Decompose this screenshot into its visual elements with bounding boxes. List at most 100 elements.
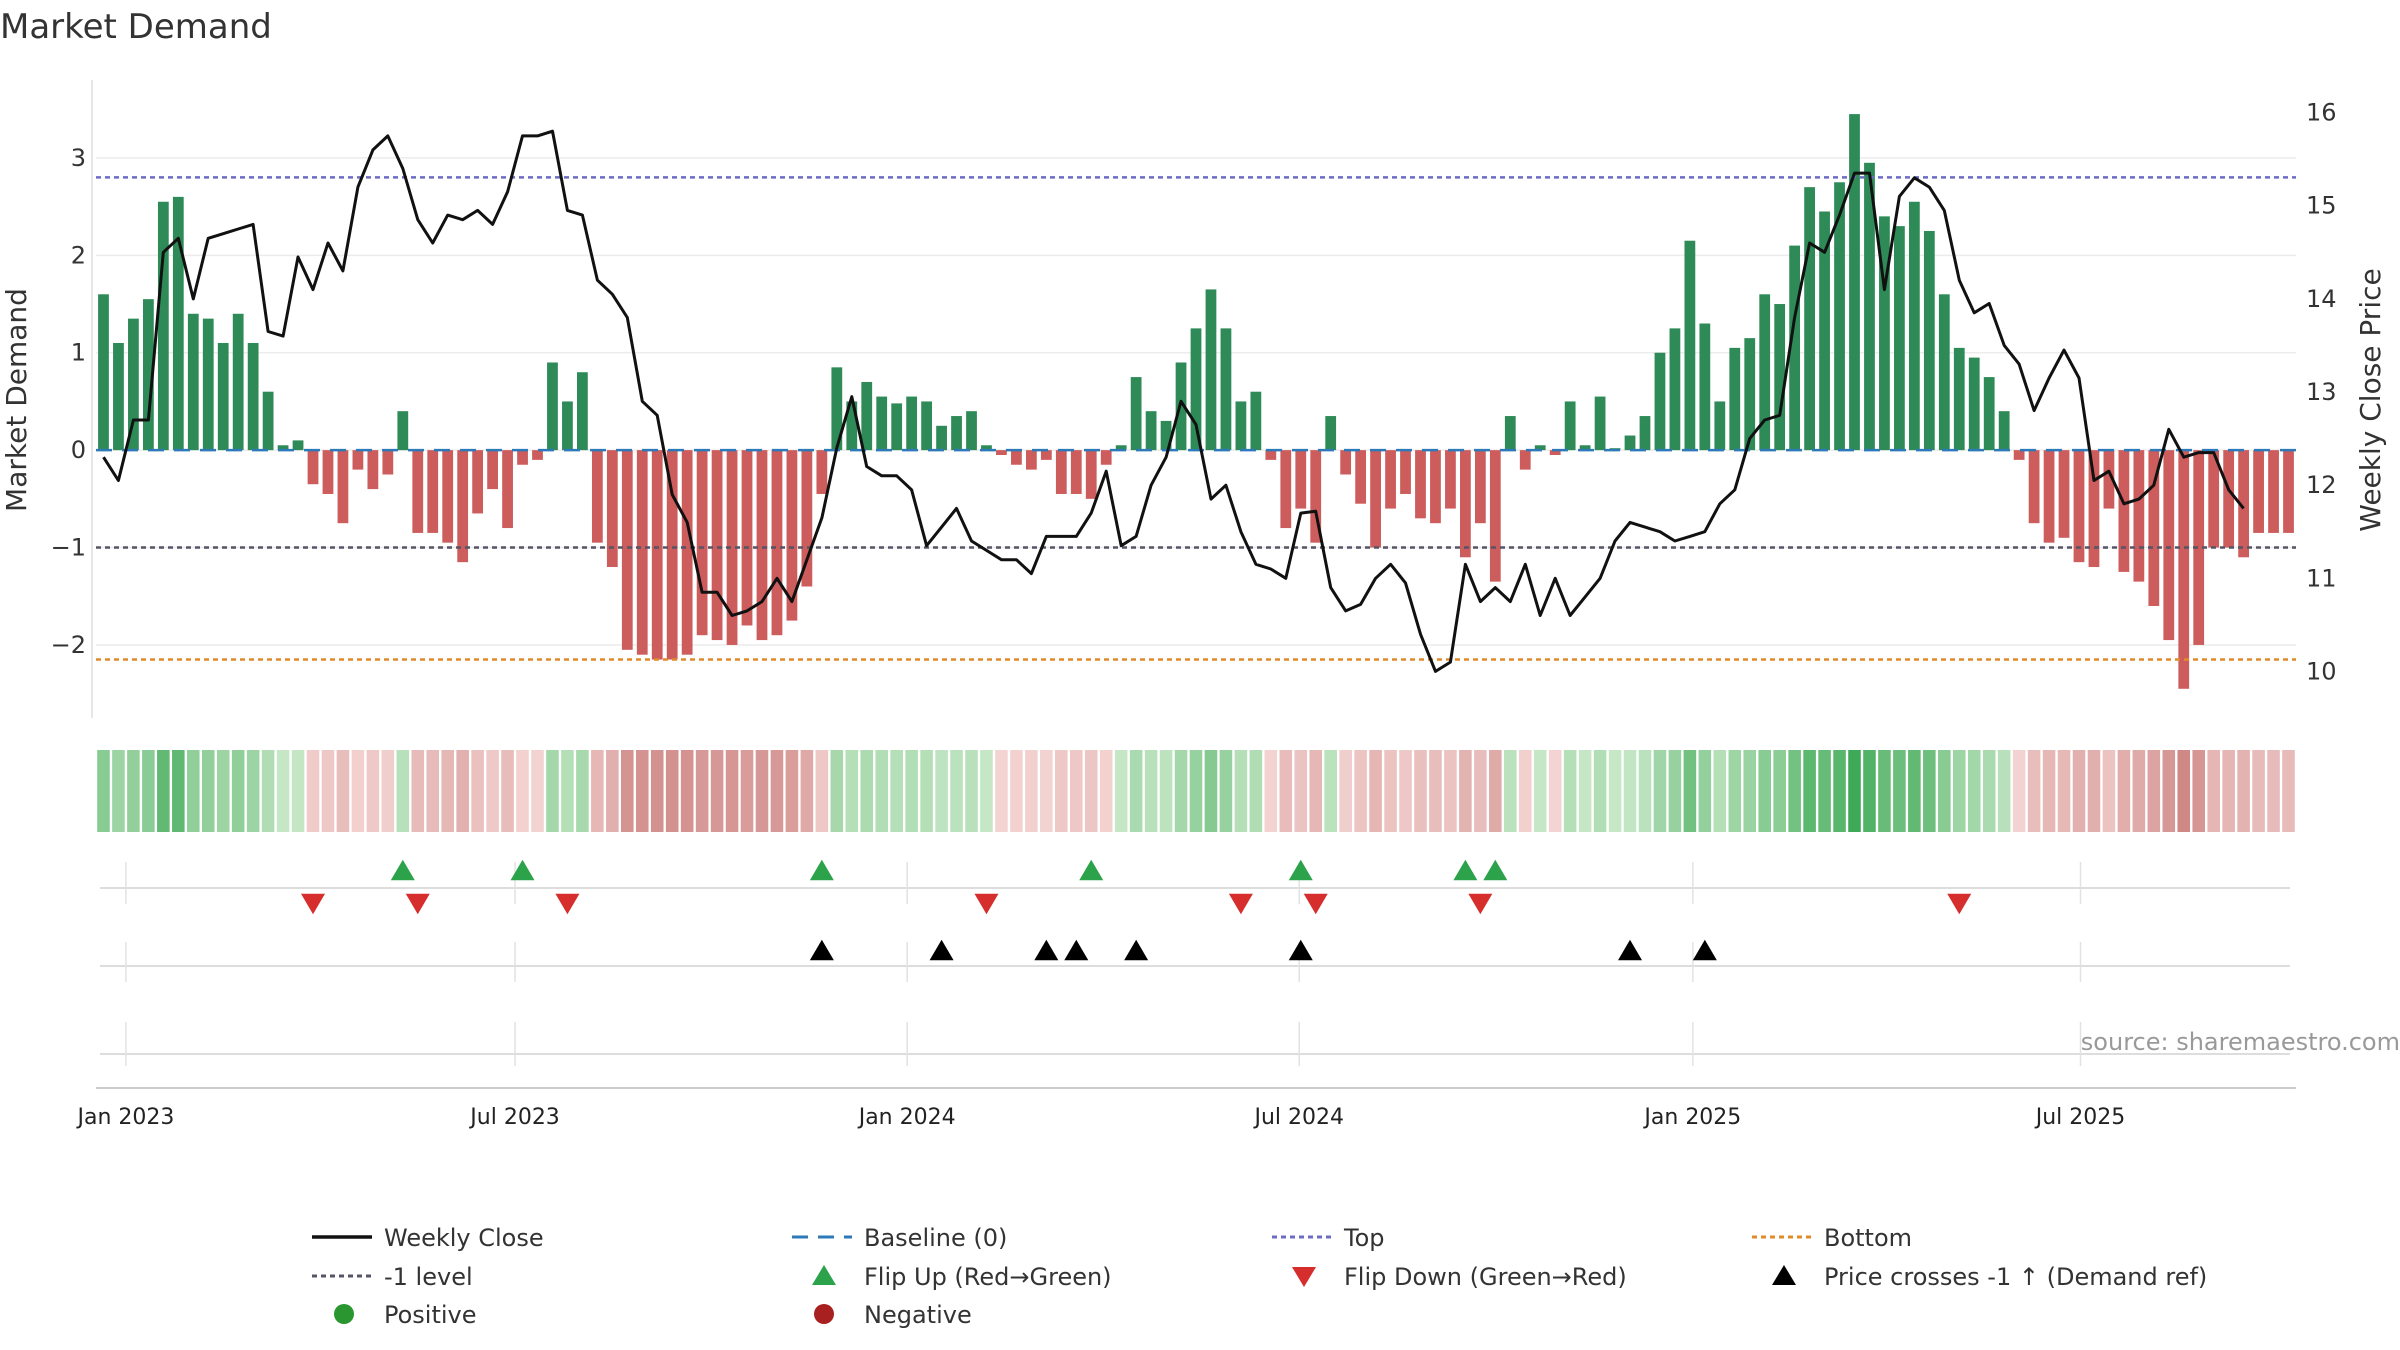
demand-bar <box>1430 450 1441 524</box>
price-cross-marker <box>1618 939 1643 961</box>
strip-cell <box>546 750 559 832</box>
legend-label: Weekly Close <box>384 1224 544 1252</box>
strip-cell <box>1698 750 1712 832</box>
demand-bar <box>921 401 932 451</box>
demand-bar <box>352 450 364 470</box>
demand-bar <box>322 450 334 494</box>
demand-bar <box>1250 391 1262 451</box>
demand-bar <box>217 342 229 451</box>
flip-up-marker <box>1483 859 1508 881</box>
strip-cell <box>1114 750 1128 832</box>
strip-cell <box>665 750 679 832</box>
strip-cell <box>2117 750 2131 832</box>
y-tick-label: 3 <box>71 144 86 172</box>
strip-cell <box>1474 750 1487 832</box>
demand-bar <box>1968 357 1980 451</box>
demand-bar <box>1205 289 1217 451</box>
strip-cell <box>456 750 469 832</box>
strip-cell <box>1040 750 1053 832</box>
demand-bar <box>1115 445 1127 451</box>
demand-bar <box>1534 445 1546 451</box>
demand-bar <box>1714 401 1726 451</box>
demand-bar <box>2253 450 2264 533</box>
strip-cell <box>381 750 395 832</box>
demand-bar <box>1504 416 1516 451</box>
demand-bar <box>801 450 813 587</box>
y2-tick-label: 14 <box>2306 285 2337 313</box>
strip-cell <box>306 750 320 832</box>
demand-bar <box>2148 450 2160 606</box>
x-tick-label: Jul 2025 <box>2034 1105 2126 1130</box>
demand-bar <box>1894 226 1905 451</box>
demand-bar <box>2283 450 2294 533</box>
demand-bar <box>936 425 947 451</box>
demand-bar <box>681 450 693 655</box>
strip-cell <box>860 750 874 832</box>
demand-bar <box>412 450 424 533</box>
strip-cell <box>2087 750 2101 832</box>
strip-cell <box>1099 750 1113 832</box>
demand-bar <box>1190 328 1202 451</box>
strip-cell <box>995 750 1008 832</box>
strip-cell <box>426 750 440 832</box>
demand-bar <box>232 313 244 451</box>
demand-bar <box>2208 450 2220 548</box>
strip-cell <box>1399 750 1412 832</box>
strip-cell <box>1144 750 1158 832</box>
strip-cell <box>1743 750 1757 832</box>
flip-down-marker <box>974 893 999 915</box>
strip-cell <box>127 750 140 832</box>
strip-cell <box>2267 750 2280 832</box>
demand-bar <box>307 450 319 485</box>
strip-cell <box>1608 750 1622 832</box>
demand-bar <box>1699 323 1711 451</box>
demand-bar <box>1160 420 1172 451</box>
price-cross-marker <box>1034 939 1059 961</box>
y2-axis-label: Weekly Close Price <box>2354 268 2387 531</box>
y-tick-label: 0 <box>71 436 86 464</box>
demand-bar <box>442 450 454 543</box>
y2-axis-ticks: 16 15 14 13 12 11 10 <box>2306 99 2337 686</box>
demand-bar <box>2073 450 2085 563</box>
demand-bar <box>1624 435 1636 451</box>
strip-cell <box>1264 750 1278 832</box>
strip-cell <box>1384 750 1397 832</box>
strip-cell <box>441 750 454 832</box>
demand-bar <box>1489 450 1501 582</box>
x-tick-label: Jul 2024 <box>1252 1105 1344 1130</box>
strip-cell <box>97 750 110 832</box>
strip-cell <box>1189 750 1203 832</box>
legend-swatch <box>812 1265 836 1285</box>
y2-tick-label: 16 <box>2306 99 2337 127</box>
demand-bar <box>532 450 543 460</box>
strip-cell <box>1309 750 1323 832</box>
legend-label: Flip Up (Red→Green) <box>864 1263 1112 1291</box>
y-tick-label: 2 <box>71 241 86 269</box>
demand-bar <box>1325 416 1337 451</box>
demand-bar <box>337 450 349 524</box>
strip-cell <box>1249 750 1263 832</box>
strip-cell <box>1848 750 1861 832</box>
strip-cell <box>321 750 335 832</box>
strip-cell <box>1923 750 1936 832</box>
strip-cell <box>1010 750 1023 832</box>
strip-cell <box>965 750 978 832</box>
demand-bar <box>2058 450 2070 538</box>
flip-down-marker <box>301 893 326 915</box>
demand-bar <box>1460 450 1471 558</box>
strip-cell <box>695 750 709 832</box>
demand-bar <box>277 445 289 451</box>
strip-cell <box>935 750 948 832</box>
strip-cell <box>1623 750 1637 832</box>
strip-cell <box>2072 750 2086 832</box>
demand-bar <box>1400 450 1411 494</box>
demand-bar <box>487 450 498 490</box>
legend-label: Flip Down (Green→Red) <box>1344 1263 1627 1291</box>
demand-bar <box>651 450 663 660</box>
demand-bar <box>2238 450 2250 558</box>
demand-bar <box>292 440 304 451</box>
strip-cell <box>1414 750 1427 832</box>
strip-cell <box>486 750 499 832</box>
strip-cell <box>890 750 903 832</box>
strip-cell <box>1204 750 1218 832</box>
